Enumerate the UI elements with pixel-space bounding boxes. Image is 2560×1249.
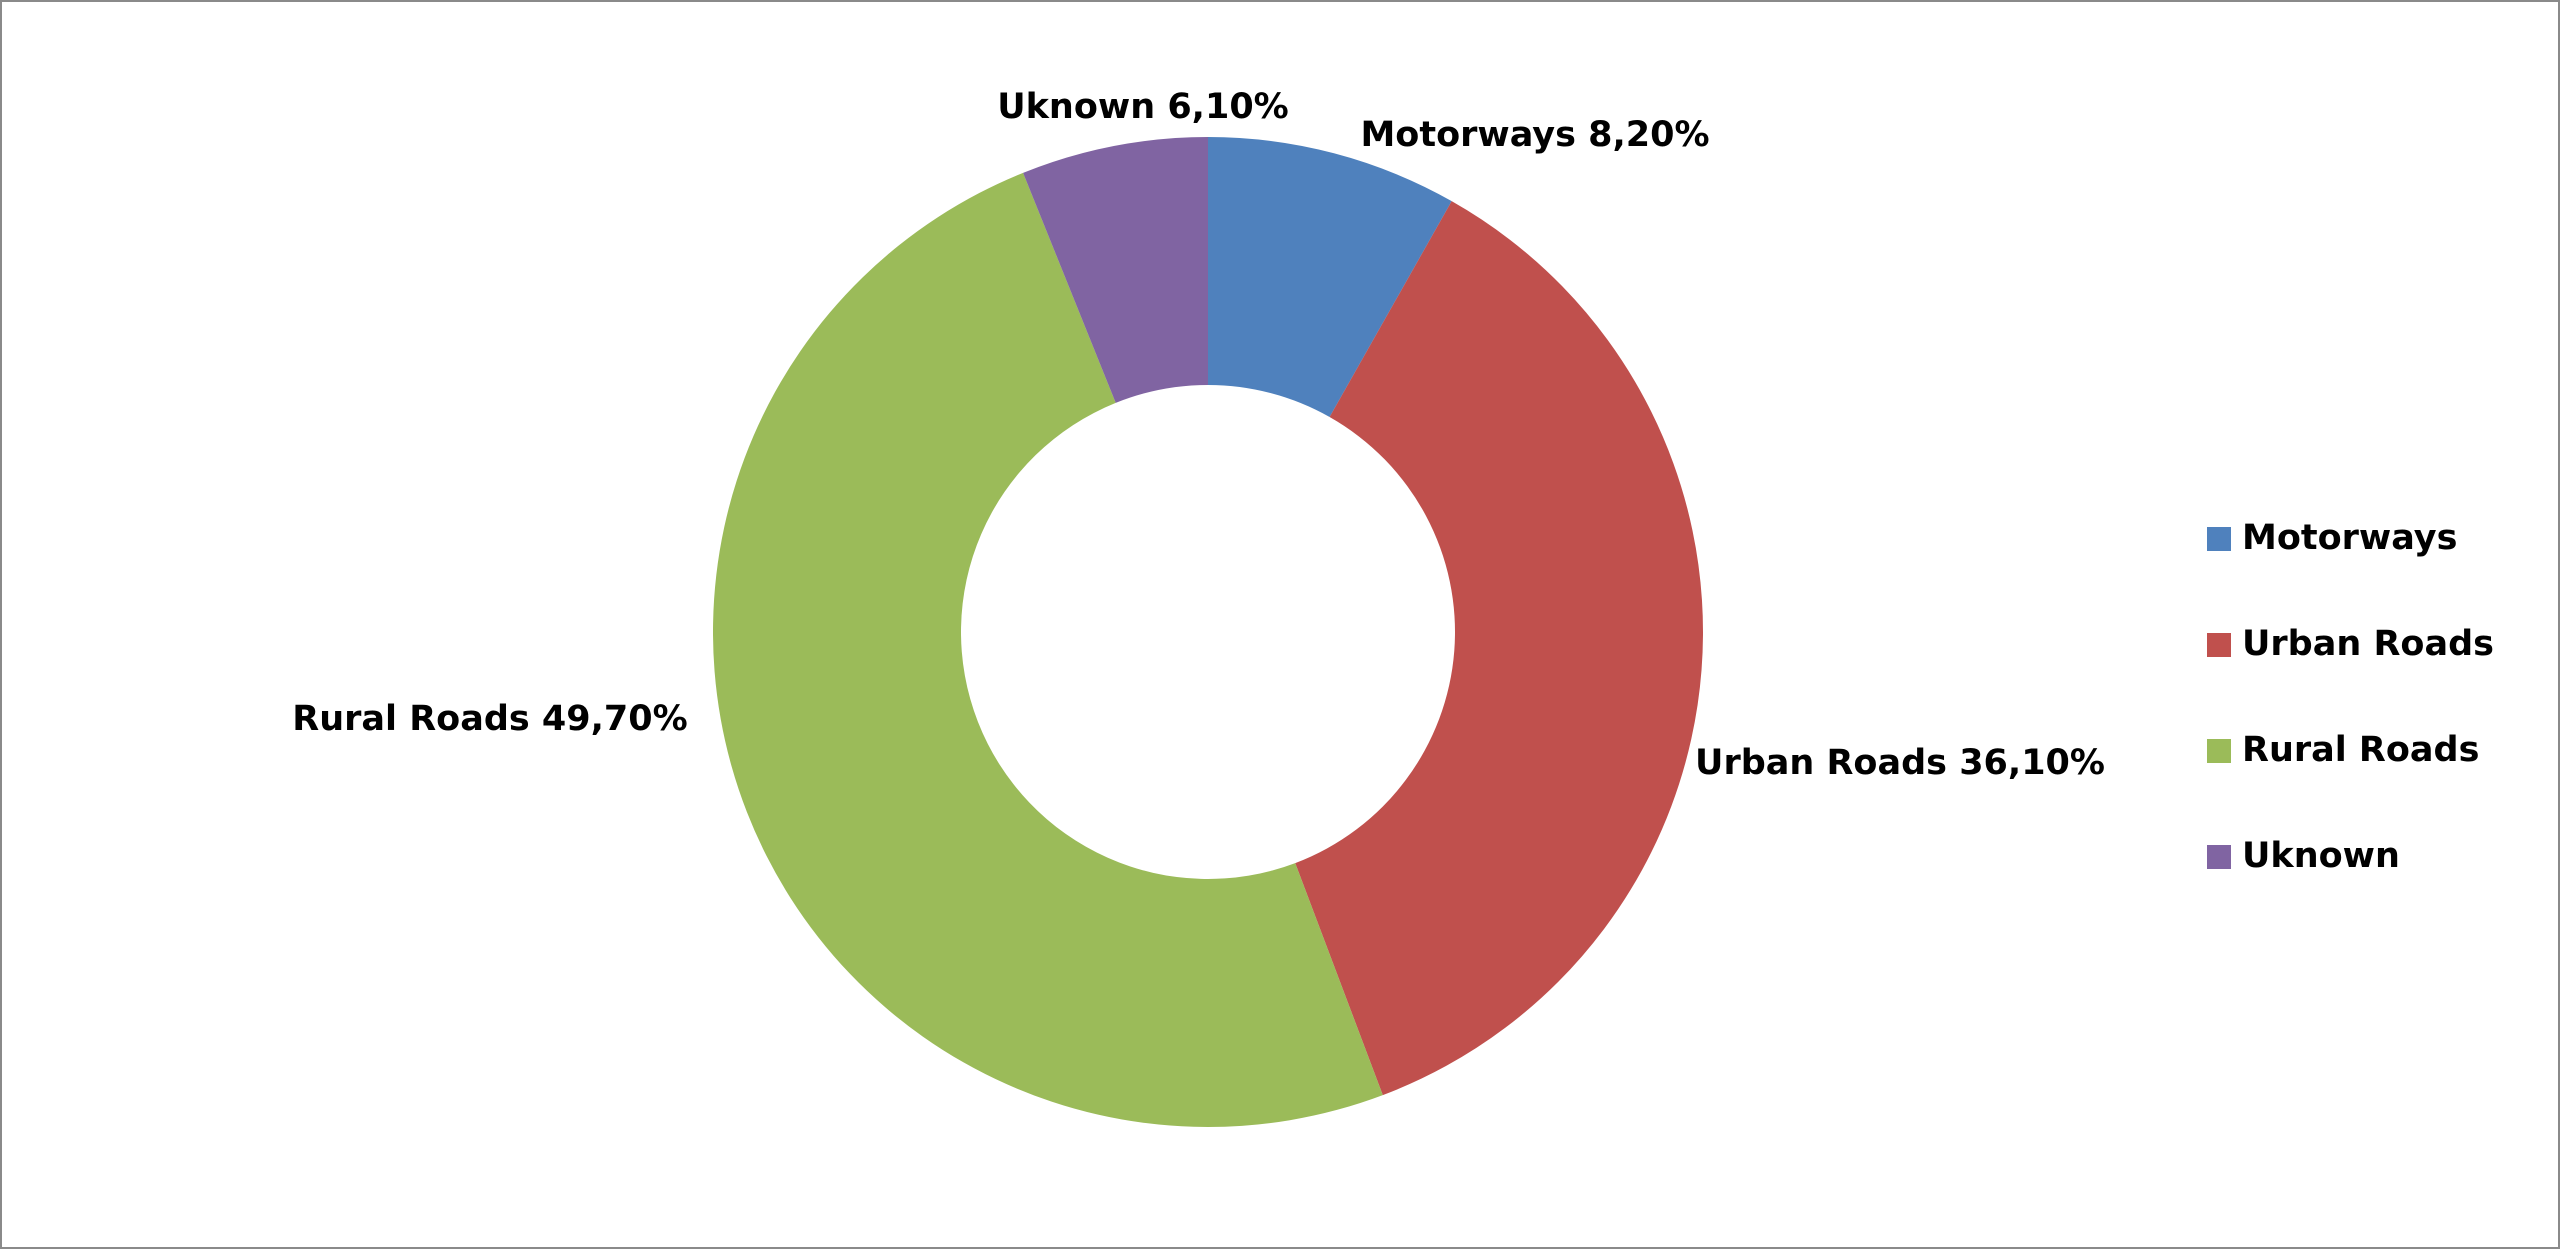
label-category: Rural Roads [292,699,529,739]
legend-swatch [2207,739,2231,763]
donut-wedge [712,172,1383,1128]
label-value: 6,10% [1167,87,1288,127]
legend-label: Motorways [2242,518,2457,558]
legend-swatch [2207,633,2231,657]
label-value: 36,10% [1959,743,2105,783]
legend-label: Rural Roads [2242,730,2479,770]
donut-wedge [1295,201,1704,1096]
label-category: Urban Roads [1695,743,1947,783]
donut [712,137,1704,1128]
data-label: Uknown 6,10% [997,87,1289,127]
legend-label: Uknown [2242,836,2400,876]
legend: Motorways Urban Roads Rural Roads Uknown [2207,518,2494,876]
legend-label: Urban Roads [2242,624,2494,664]
data-label: Motorways 8,20% [1360,115,1709,155]
label-value: 49,70% [542,699,688,739]
data-label: Rural Roads 49,70% [292,699,687,739]
donut-wedge [1023,137,1208,403]
label-value: 8,20% [1588,115,1709,155]
data-label: Urban Roads 36,10% [1695,743,2105,783]
label-category: Motorways [1360,115,1575,155]
legend-swatch [2207,845,2231,869]
label-category: Uknown [997,87,1155,127]
donut-wedge [1208,137,1452,418]
legend-swatch [2207,527,2231,551]
